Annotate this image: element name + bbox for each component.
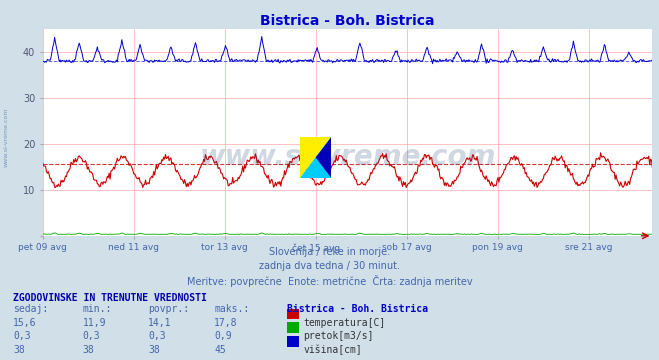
Text: 0,9: 0,9 xyxy=(214,331,232,341)
Polygon shape xyxy=(300,137,331,178)
Text: 0,3: 0,3 xyxy=(13,331,31,341)
Text: povpr.:: povpr.: xyxy=(148,304,189,314)
Text: višina[cm]: višina[cm] xyxy=(303,345,362,355)
Text: 11,9: 11,9 xyxy=(82,318,106,328)
Polygon shape xyxy=(316,137,331,178)
Text: Slovenija / reke in morje.: Slovenija / reke in morje. xyxy=(269,247,390,257)
Text: 45: 45 xyxy=(214,345,226,355)
Text: 38: 38 xyxy=(148,345,160,355)
Text: 38: 38 xyxy=(82,345,94,355)
Text: 0,3: 0,3 xyxy=(148,331,166,341)
Polygon shape xyxy=(300,137,331,178)
Text: 14,1: 14,1 xyxy=(148,318,172,328)
Text: www.si-vreme.com: www.si-vreme.com xyxy=(4,107,9,167)
Text: maks.:: maks.: xyxy=(214,304,249,314)
Text: pretok[m3/s]: pretok[m3/s] xyxy=(303,331,374,341)
Text: 0,3: 0,3 xyxy=(82,331,100,341)
Text: Meritve: povprečne  Enote: metrične  Črta: zadnja meritev: Meritve: povprečne Enote: metrične Črta:… xyxy=(186,275,473,287)
Text: 15,6: 15,6 xyxy=(13,318,37,328)
Text: sedaj:: sedaj: xyxy=(13,304,48,314)
Text: 17,8: 17,8 xyxy=(214,318,238,328)
Text: zadnja dva tedna / 30 minut.: zadnja dva tedna / 30 minut. xyxy=(259,261,400,271)
Text: Bistrica - Boh. Bistrica: Bistrica - Boh. Bistrica xyxy=(287,304,428,314)
Text: 38: 38 xyxy=(13,345,25,355)
Text: temperatura[C]: temperatura[C] xyxy=(303,318,386,328)
Title: Bistrica - Boh. Bistrica: Bistrica - Boh. Bistrica xyxy=(260,14,435,28)
Text: www.si-vreme.com: www.si-vreme.com xyxy=(200,143,496,171)
Text: min.:: min.: xyxy=(82,304,112,314)
Text: ZGODOVINSKE IN TRENUTNE VREDNOSTI: ZGODOVINSKE IN TRENUTNE VREDNOSTI xyxy=(13,293,207,303)
